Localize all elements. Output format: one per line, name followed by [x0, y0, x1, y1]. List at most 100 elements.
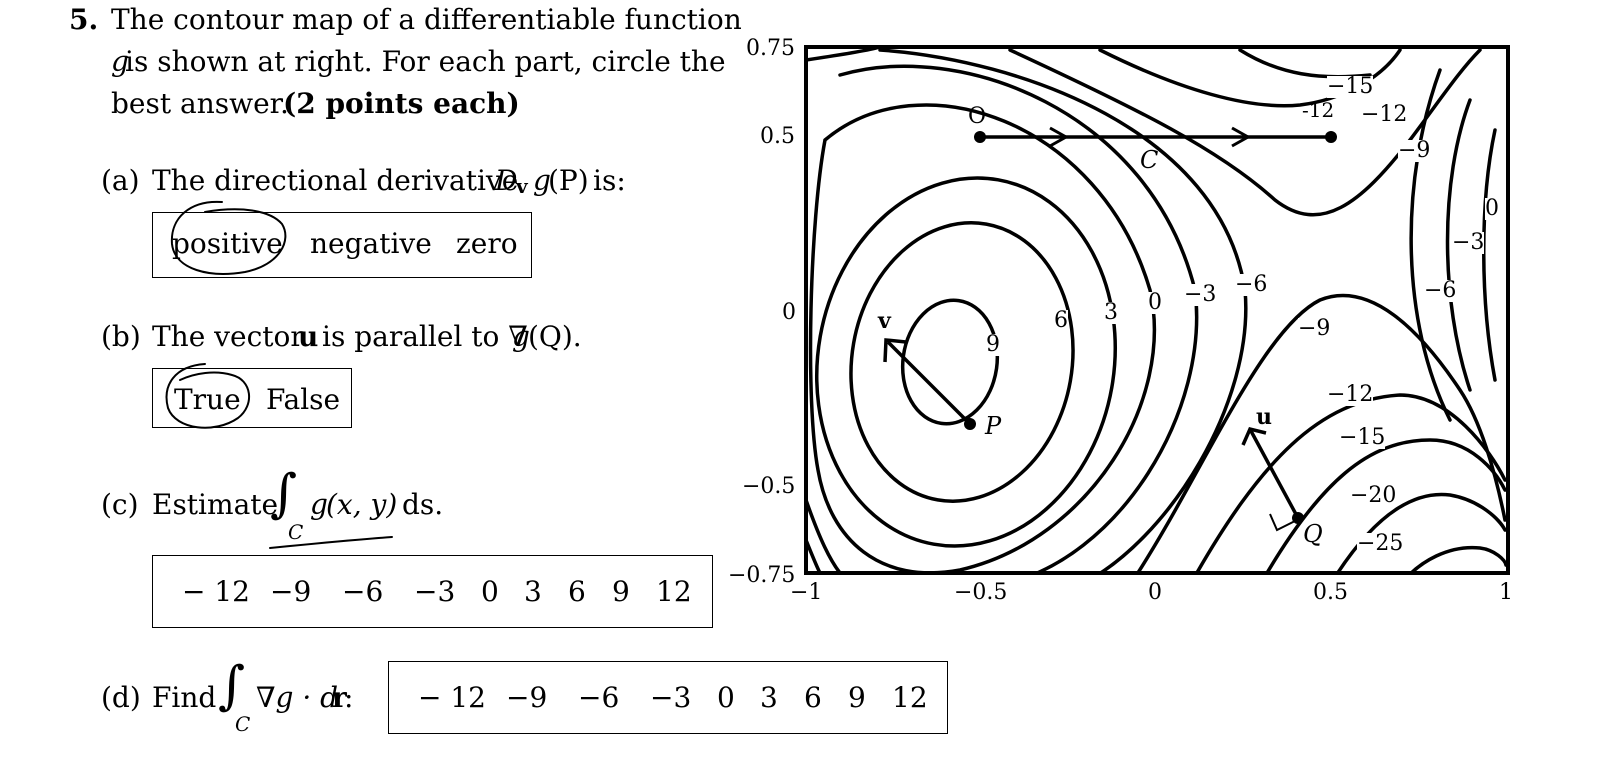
choice-false[interactable]: False [266, 383, 341, 416]
problem-line-1: The contour map of a differentiable func… [111, 3, 742, 36]
point-Q-dot [1292, 512, 1304, 524]
d-choice-6[interactable]: 6 [804, 681, 822, 714]
part-a-D: D [495, 164, 518, 197]
part-c-tail: ds. [402, 488, 444, 521]
label-C: C [1140, 146, 1159, 174]
contour-right-neg3 [1445, 98, 1472, 392]
part-c-sub-C: C [288, 520, 304, 544]
d-choice-neg3[interactable]: −3 [650, 681, 692, 714]
c-choice-6[interactable]: 6 [568, 575, 586, 608]
part-a-label: (a) [101, 164, 140, 197]
contour-label-neg25: −25 [1357, 531, 1404, 556]
contour-label-neg15-top: −15 [1327, 74, 1374, 99]
vector-v-head [883, 338, 907, 363]
x-tick-1: 1 [1499, 580, 1513, 605]
y-tick-0.5: 0.5 [760, 124, 795, 149]
c-choice-9[interactable]: 9 [612, 575, 630, 608]
y-tick-0.75: 0.75 [746, 36, 795, 61]
choice-true[interactable]: True [174, 383, 241, 416]
underline-integral [269, 536, 393, 549]
d-choice-3[interactable]: 3 [760, 681, 778, 714]
contour-neg9b [1135, 293, 1507, 573]
part-d-sub-C: C [235, 712, 251, 736]
part-a-answer-box [152, 212, 532, 278]
contour-neg15b [1265, 438, 1507, 573]
curve-C-arrow1 [1049, 126, 1070, 148]
d-choice-12[interactable]: 12 [892, 681, 928, 714]
y-tick-0: 0 [782, 300, 796, 325]
part-d-answer-box [388, 661, 948, 734]
x-tick-0.5: 0.5 [1313, 580, 1348, 605]
part-d-integrand: ∇g · d [256, 681, 339, 714]
part-d-text: Find [152, 681, 217, 714]
c-choice-3[interactable]: 3 [524, 575, 542, 608]
c-choice-neg6[interactable]: −6 [342, 575, 384, 608]
contour-label-neg20: −20 [1350, 483, 1397, 508]
contour-9 [900, 298, 1000, 426]
part-b-g: g [512, 320, 530, 353]
points-note: (2 points each) [283, 87, 520, 120]
vector-u [1249, 430, 1300, 519]
contour-label-9: 9 [986, 332, 1000, 357]
right-angle-mark [1269, 513, 1296, 532]
part-a-arg: (P) [548, 164, 589, 197]
d-choice-neg12[interactable]: − 12 [418, 681, 486, 714]
contour-label-0-right: 0 [1485, 196, 1499, 221]
contour-neg25 [1408, 545, 1508, 573]
part-b-answer-box [152, 368, 352, 428]
vector-v [886, 340, 972, 426]
contour-label-neg6: −6 [1235, 272, 1268, 297]
contour-label-3: 3 [1104, 300, 1118, 325]
part-a-text: The directional derivative [152, 164, 519, 197]
circle-positive [170, 200, 287, 275]
y-tick-neg0.5: −0.5 [742, 474, 796, 499]
contour-label-6: 6 [1054, 308, 1068, 333]
contour-left-c [806, 538, 822, 573]
curve-C-end [1325, 131, 1337, 143]
contour-label-neg9: −9 [1298, 316, 1331, 341]
problem-g: g [111, 45, 129, 78]
part-c-label: (c) [101, 488, 139, 521]
choice-negative[interactable]: negative [310, 227, 432, 260]
integral-sign: ∫ [218, 656, 246, 716]
part-c-g: g [310, 488, 328, 521]
integral-sign: ∫ [270, 464, 298, 524]
label-v: v [878, 308, 891, 334]
part-b-text-mid: is parallel to ∇ [322, 320, 528, 353]
point-P-dot [964, 418, 976, 430]
handwritten-start-value: O [968, 104, 987, 129]
part-b-arg: (Q). [528, 320, 582, 353]
contour-6 [849, 221, 1075, 503]
part-d-label: (d) [101, 681, 141, 714]
contour-label-0: 0 [1148, 290, 1162, 315]
x-tick-neg1: −1 [790, 580, 823, 605]
choice-positive[interactable]: positive [172, 227, 283, 260]
c-choice-neg12[interactable]: − 12 [182, 575, 250, 608]
part-c-text: Estimate [152, 488, 279, 521]
contour-label-neg3-right: −3 [1452, 230, 1485, 255]
vector-u-head [1241, 426, 1267, 446]
contour-label-neg3: −3 [1184, 282, 1217, 307]
choice-zero[interactable]: zero [456, 227, 518, 260]
c-choice-neg9[interactable]: −9 [270, 575, 312, 608]
d-choice-0[interactable]: 0 [717, 681, 735, 714]
contour-3 [815, 176, 1117, 548]
contour-label-neg12-top: −12 [1361, 102, 1408, 127]
part-c-args: (x, y) [326, 488, 398, 521]
c-choice-0[interactable]: 0 [481, 575, 499, 608]
d-choice-9[interactable]: 9 [848, 681, 866, 714]
curve-C-start [974, 131, 986, 143]
part-d-colon: : [344, 681, 354, 714]
c-choice-12[interactable]: 12 [656, 575, 692, 608]
contour-neg3 [838, 64, 1199, 573]
contour-neg12b [1194, 393, 1507, 573]
part-b-text-pre: The vector [152, 320, 304, 353]
c-choice-neg3[interactable]: −3 [414, 575, 456, 608]
handwritten-end-value: -12 [1302, 98, 1335, 122]
contour-label-neg9-top: −9 [1398, 138, 1431, 163]
curve-C-arrow2 [1231, 126, 1252, 148]
d-choice-neg6[interactable]: −6 [578, 681, 620, 714]
d-choice-neg9[interactable]: −9 [506, 681, 548, 714]
contour-neg15a [1238, 48, 1372, 79]
